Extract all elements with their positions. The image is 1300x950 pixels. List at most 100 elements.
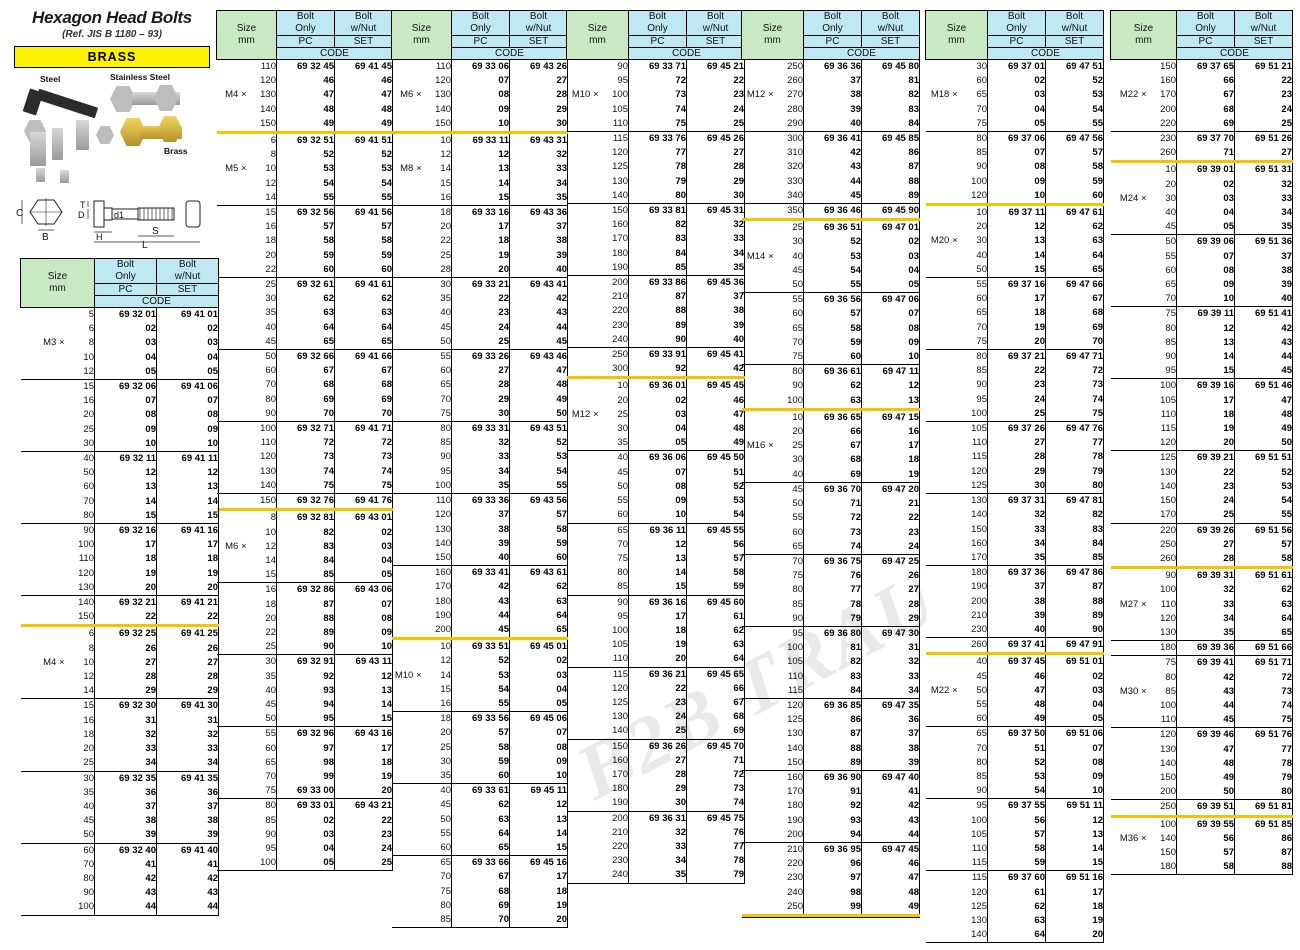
length-mm: 310: [773, 146, 804, 161]
size-designation: [925, 277, 958, 293]
code-bolt-only: 27: [1176, 537, 1235, 552]
length-mm: 65: [957, 88, 988, 103]
table-row: 50 15 65: [926, 262, 1104, 278]
code-bolt-only: 69 36 56: [803, 292, 862, 308]
table-row: 65 69 37 50 69 51 06: [925, 726, 1104, 742]
table-row: 14 55 55: [217, 190, 393, 206]
code-bolt-w-nut: 69 45 45: [686, 377, 745, 394]
code-bolt-only: 69 33 21: [451, 277, 510, 293]
code-bolt-w-nut: 48: [334, 102, 393, 117]
table-row: 160 69 33 41 69 43 61: [391, 565, 568, 581]
header-size: Size mm: [216, 10, 277, 60]
code-bolt-w-nut: 29: [861, 611, 920, 627]
length-mm: 290: [773, 116, 804, 132]
table-row: 230 40 90: [926, 622, 1104, 638]
code-bolt-only: 25: [628, 724, 687, 740]
code-bolt-only: 05: [94, 364, 157, 380]
size-designation: [1111, 713, 1147, 728]
size-designation: [566, 666, 599, 682]
code-bolt-only: 23: [987, 378, 1046, 393]
size-designation: [742, 886, 774, 900]
size-designation: [217, 234, 247, 248]
size-designation: [567, 638, 599, 652]
header-bolt-w-nut: Bolt w/Nut: [861, 10, 920, 36]
table-row: 160 66 22: [1111, 74, 1293, 89]
size-designation: [742, 670, 774, 684]
code-bolt-only: 69 37 41: [987, 637, 1046, 656]
length-mm: 70: [957, 320, 988, 335]
code-bolt-only: 20: [94, 580, 157, 596]
length-mm: 75: [957, 116, 988, 132]
code-bolt-only: 10: [987, 188, 1046, 207]
table-row: 120 69 36 85 69 47 35: [741, 697, 920, 714]
code-bolt-w-nut: 14: [1045, 841, 1104, 857]
length-mm: 16: [64, 713, 95, 728]
code-bolt-only: 69 36 61: [803, 364, 862, 380]
code-bolt-w-nut: 69 43 16: [334, 726, 393, 742]
size-designation: [21, 437, 65, 452]
code-bolt-w-nut: 03: [334, 539, 393, 554]
table-row: M10 × 14 53 03: [392, 668, 568, 683]
code-bolt-w-nut: 37: [1234, 249, 1293, 264]
code-bolt-w-nut: 69 51 71: [1234, 655, 1293, 671]
size-designation: M24 ×: [1119, 192, 1147, 204]
length-mm: 15: [64, 379, 95, 395]
code-bolt-w-nut: 05: [334, 568, 393, 583]
length-mm: 16: [246, 220, 277, 235]
code-bolt-only: 94: [803, 827, 862, 843]
code-bolt-only: 71: [803, 497, 862, 512]
code-bolt-w-nut: 64: [1045, 248, 1104, 263]
code-bolt-only: 12: [628, 537, 687, 552]
table-row: 70 51 07: [926, 741, 1104, 756]
code-bolt-w-nut: 15: [156, 508, 219, 524]
length-mm: 130: [598, 174, 629, 189]
size-designation: [567, 117, 599, 132]
code-bolt-w-nut: 69 45 60: [686, 594, 745, 610]
table-row: 85 53 09: [926, 769, 1104, 785]
table-row: 115 84 34: [742, 683, 920, 699]
size-designation: [742, 871, 774, 885]
table-row: 180 69 39 36 69 51 66: [1110, 640, 1293, 656]
code-bolt-w-nut: 15: [334, 712, 393, 727]
size-designation: [567, 610, 599, 624]
code-bolt-only: 13: [451, 162, 510, 177]
code-bolt-w-nut: 68: [334, 378, 393, 393]
code-bolt-only: 77: [628, 146, 687, 161]
code-bolt-w-nut: 69 47 20: [861, 481, 920, 498]
length-mm: 230: [598, 318, 629, 333]
table-row: 25 69 36 51 69 47 01: [741, 219, 920, 236]
code-bolt-only: 31: [94, 713, 157, 728]
code-bolt-only: 50: [1176, 785, 1235, 800]
size-designation: [217, 526, 247, 540]
length-mm: 20: [1146, 177, 1177, 192]
length-mm: 70: [1146, 292, 1177, 307]
code-bolt-w-nut: 59: [334, 248, 393, 263]
length-mm: 105: [1146, 393, 1177, 408]
table-row: 150 89 39: [742, 755, 920, 771]
header-set: SET: [861, 35, 920, 48]
code-bolt-only: 52: [276, 148, 335, 163]
length-mm: 45: [421, 798, 452, 813]
table-row: 20 08 08: [21, 408, 219, 423]
table-row: 100 81 31: [742, 641, 920, 656]
code-bolt-w-nut: 87: [1234, 845, 1293, 861]
code-bolt-w-nut: 69 45 55: [686, 522, 745, 538]
table-row: 70 14 14: [21, 494, 219, 509]
table-row: 85 13 43: [1111, 335, 1293, 351]
length-mm: 100: [421, 478, 452, 494]
code-bolt-w-nut: 69 41 35: [156, 770, 219, 786]
code-bolt-w-nut: 37: [509, 220, 568, 235]
length-mm: 350: [773, 203, 804, 222]
size-designation: [21, 408, 65, 422]
code-bolt-w-nut: 69 47 51: [1045, 59, 1104, 75]
size-designation: [1111, 671, 1147, 685]
code-bolt-w-nut: 81: [861, 74, 920, 89]
length-mm: 15: [246, 205, 277, 221]
table-row: 16 31 31: [21, 713, 219, 728]
size-designation: [1111, 292, 1147, 307]
size-designation: [1111, 699, 1147, 713]
length-mm: 30: [773, 235, 804, 250]
size-designation: M12 ×: [746, 89, 774, 101]
code-bolt-w-nut: 69 41 45: [334, 59, 393, 75]
length-mm: 15: [421, 682, 452, 697]
